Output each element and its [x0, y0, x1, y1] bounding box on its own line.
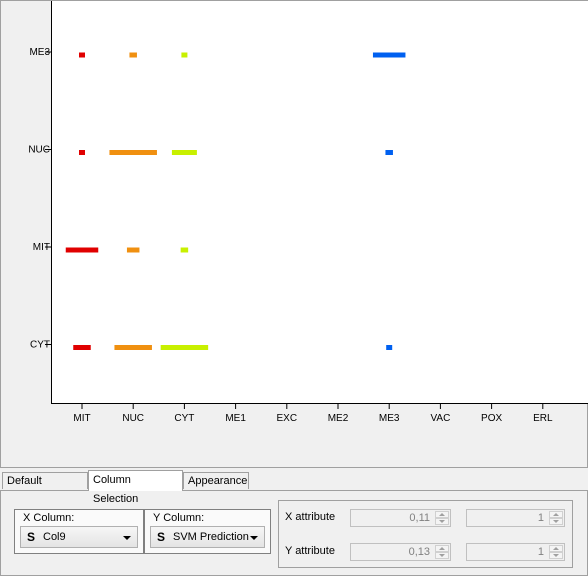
y-tick-label-me3: ME3 [29, 47, 50, 58]
y-attribute-label: Y attribute [285, 545, 335, 557]
x-attribute-spinner-2[interactable]: 1 [466, 509, 565, 527]
spin-up-icon[interactable] [549, 545, 563, 552]
y-attribute-spinner[interactable]: 0,13 [350, 543, 451, 561]
spin-up-icon[interactable] [549, 511, 563, 518]
y-tick-label-cyt: CYT [30, 340, 50, 351]
y-column-label: Y Column: [153, 512, 205, 524]
spin-down-icon[interactable] [549, 552, 563, 559]
chevron-down-icon [123, 536, 131, 540]
data-mark-nuc-mit [126, 247, 140, 253]
x-column-dropdown[interactable]: S Col9 [20, 526, 138, 548]
x-tick-label-mit: MIT [73, 413, 90, 424]
y-tick-label-mit: MIT [33, 242, 50, 253]
y-attribute-spinner-2[interactable]: 1 [466, 543, 565, 561]
data-mark-cyt-nuc [171, 150, 197, 155]
data-mark-nuc-nuc [109, 150, 157, 155]
spin-down-icon[interactable] [549, 518, 563, 525]
x-tick-label-me2: ME2 [328, 413, 349, 424]
attribute-group: X attribute 0,11 1 Y attribute 0,13 1 [278, 500, 573, 568]
tab-column-selection[interactable]: Column Selection [88, 470, 183, 505]
x-column-value: Col9 [43, 531, 66, 543]
data-mark-me3-cyt [386, 345, 393, 350]
data-mark-mit-me3 [79, 52, 85, 58]
tab-panel: X Column: S Col9 Y Column: S SVM Predict… [0, 490, 588, 576]
data-mark-me3-me3 [372, 52, 406, 58]
tab-default-settings[interactable]: Default Settings [2, 472, 88, 504]
scatter-chart: MIT NUC CYT ME1 EXC ME2 ME3 VAC POX ERL CYT MIT NUC M… [28, 47, 553, 424]
x-column-label: X Column: [23, 512, 75, 524]
data-mark-nuc-cyt [114, 345, 152, 350]
data-mark-mit-cyt [73, 345, 91, 350]
spinner-buttons [549, 511, 563, 525]
x-attribute-value-2: 1 [537, 512, 544, 524]
string-type-icon: S [27, 530, 36, 544]
data-mark-nuc-me3 [129, 52, 137, 58]
string-type-icon: S [157, 530, 166, 544]
spin-down-icon[interactable] [435, 552, 449, 559]
x-tick-label-vac: VAC [430, 413, 450, 424]
spinner-buttons [549, 545, 563, 559]
x-tick-label-exc: EXC [277, 413, 298, 424]
y-attribute-value: 0,13 [408, 546, 430, 558]
x-tick-label-me1: ME1 [225, 413, 246, 424]
y-tick-label-nuc: NUC [28, 145, 50, 156]
tab-appearance[interactable]: Appearance [183, 472, 249, 489]
plot-frame: MIT NUC CYT ME1 EXC ME2 ME3 VAC POX ERL CYT MIT NUC M… [0, 0, 588, 468]
spinner-buttons [435, 511, 449, 525]
spin-up-icon[interactable] [435, 545, 449, 552]
x-tick-label-me3: ME3 [379, 413, 400, 424]
plot-area [51, 1, 588, 404]
x-tick-label-nuc: NUC [122, 413, 144, 424]
x-column-box: X Column: S Col9 [14, 509, 144, 554]
x-tick-label-erl: ERL [533, 413, 553, 424]
x-attribute-value: 0,11 [409, 512, 430, 524]
chevron-down-icon [250, 536, 258, 540]
data-mark-mit-mit [65, 247, 99, 253]
y-column-value: SVM Prediction [173, 531, 249, 543]
x-attribute-spinner[interactable]: 0,11 [350, 509, 451, 527]
column-group: X Column: S Col9 Y Column: S SVM Predict… [14, 509, 273, 557]
y-column-dropdown[interactable]: S SVM Prediction [150, 526, 265, 548]
spin-down-icon[interactable] [435, 518, 449, 525]
x-tick-label-pox: POX [481, 413, 502, 424]
x-tick-label-cyt: CYT [174, 413, 194, 424]
data-mark-cyt-mit [180, 247, 189, 253]
data-mark-cyt-cyt [160, 345, 209, 350]
data-mark-cyt-me3 [181, 52, 188, 58]
spin-up-icon[interactable] [435, 511, 449, 518]
data-mark-me3-nuc [385, 150, 393, 155]
tab-bar: Default Settings Column Selection Appear… [0, 470, 588, 505]
spinner-buttons [435, 545, 449, 559]
x-attribute-label: X attribute [285, 511, 336, 523]
y-attribute-value-2: 1 [537, 546, 544, 558]
data-mark-mit-nuc [79, 150, 85, 155]
y-column-box: Y Column: S SVM Prediction [144, 509, 271, 554]
